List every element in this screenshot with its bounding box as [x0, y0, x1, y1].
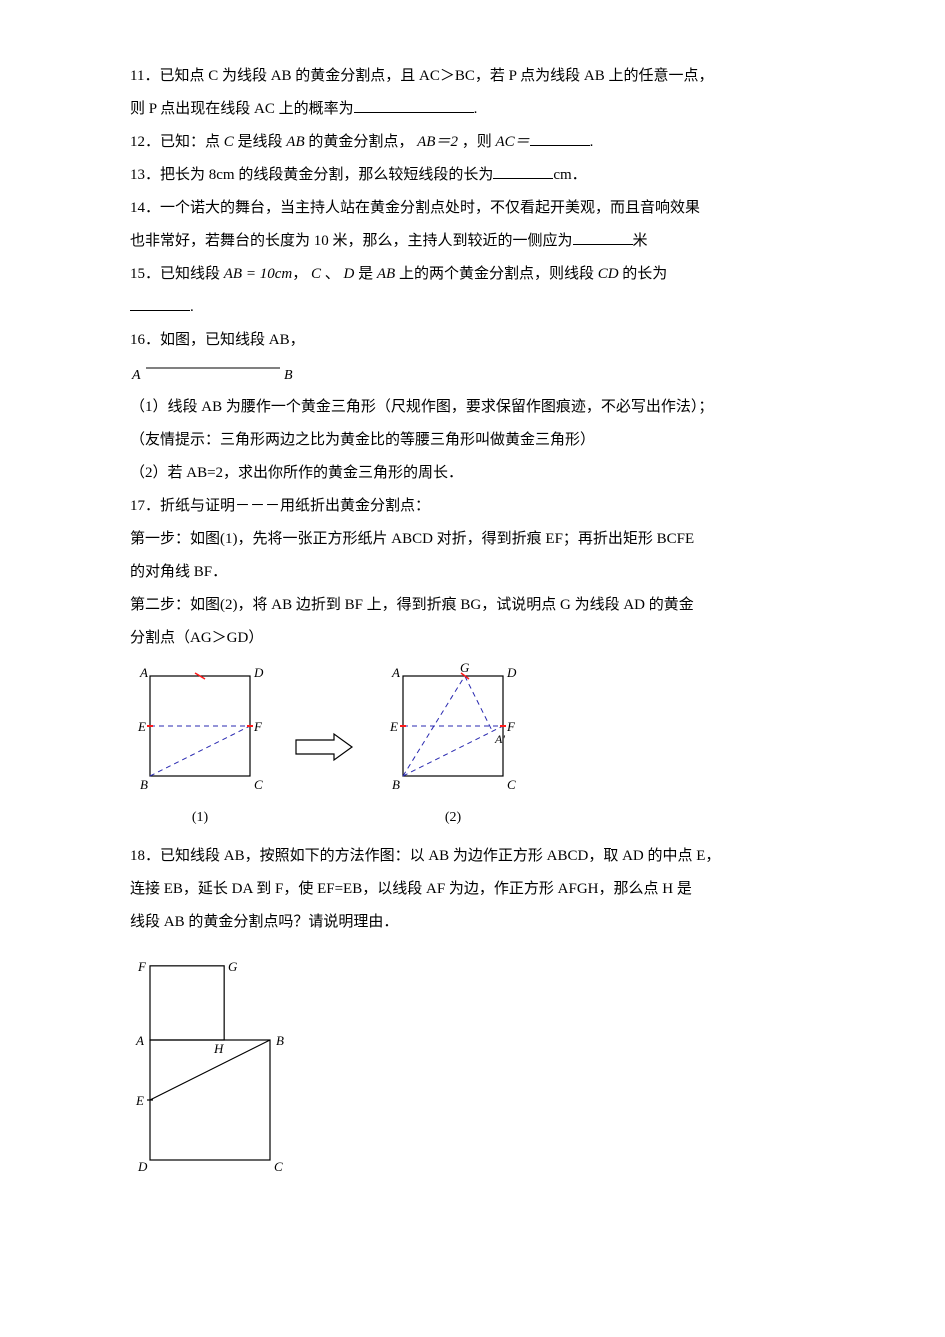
- q12-ACeq: AC＝: [495, 134, 529, 150]
- q17-step2b: 分割点（AG＞GD）: [130, 622, 815, 655]
- q18-line3: 线段 AB 的黄金分割点吗？请说明理由．: [130, 906, 815, 939]
- q12-mid2: 的黄金分割点，: [308, 134, 413, 150]
- q12-C: C: [224, 134, 234, 150]
- q17-fig1-B: B: [140, 777, 148, 792]
- q18-H: H: [213, 1041, 224, 1056]
- q12-pre: 12．已知：点: [130, 134, 220, 150]
- q18-line1: 18．已知线段 AB，按照如下的方法作图：以 AB 为边作正方形 ABCD，取 …: [130, 840, 815, 873]
- q17-fig1-F: F: [253, 719, 263, 734]
- q15-mid3: 上的两个黄金分割点，则线段: [399, 266, 594, 282]
- q17-title: 17．折纸与证明－－－用纸折出黄金分割点：: [130, 490, 815, 523]
- q11-blank: [354, 97, 474, 113]
- q16-line1: 16．如图，已知线段 AB，: [130, 324, 815, 357]
- q17-fig2: A D E F B C G A': [378, 661, 528, 801]
- q18-D: D: [137, 1159, 148, 1174]
- q14-line2-pre: 也非常好，若舞台的长度为 10 米，那么，主持人到较近的一侧应为: [130, 233, 573, 249]
- q18-line2: 连接 EB，延长 DA 到 F，使 EF=EB，以线段 AF 为边，作正方形 A…: [130, 873, 815, 906]
- q15-post: .: [190, 299, 194, 315]
- q14-blank: [573, 229, 633, 245]
- q12: 12．已知：点 C 是线段 AB 的黄金分割点， AB＝2 ，则 AC＝.: [130, 126, 815, 159]
- q13-unit: cm．: [553, 167, 586, 183]
- q17-fig1-E: E: [137, 719, 146, 734]
- q17-fig2-E: E: [389, 719, 398, 734]
- q17-fig1: A D E F B C: [130, 661, 270, 801]
- q12-ABeq: AB＝2: [417, 134, 458, 150]
- q15-AB: AB: [377, 266, 395, 282]
- q17-caption2: (2): [445, 803, 461, 834]
- q17-caption1: (1): [192, 803, 208, 834]
- q13-pre: 13．把长为 8cm 的线段黄金分割，那么较短线段的长为: [130, 167, 493, 183]
- q17-fig2-box: A D E F B C G A' (2): [378, 661, 528, 834]
- q16-label-B: B: [284, 368, 293, 383]
- q18-C: C: [274, 1159, 283, 1174]
- q17-fig2-F: F: [506, 719, 516, 734]
- q12-mid3: ，则: [462, 134, 492, 150]
- q16-hint: （友情提示：三角形两边之比为黄金比的等腰三角形叫做黄金三角形）: [130, 424, 815, 457]
- q17-step1a: 第一步：如图(1)，先将一张正方形纸片 ABCD 对折，得到折痕 EF；再折出矩…: [130, 523, 815, 556]
- q17-arrow-icon: [294, 732, 354, 762]
- q15-mid: ，: [292, 266, 307, 282]
- q15-mid2: 是: [358, 266, 373, 282]
- q17-fig1-D: D: [253, 665, 264, 680]
- q14-line2-post: 米: [633, 233, 648, 249]
- q14-line1: 14．一个诺大的舞台，当主持人站在黄金分割点处时，不仅看起开美观，而且音响效果: [130, 192, 815, 225]
- q17-fig1-box: A D E F B C (1): [130, 661, 270, 834]
- q13-blank: [493, 163, 553, 179]
- q17-fig2-C: C: [507, 777, 516, 792]
- q15-AB10: AB = 10cm: [224, 266, 292, 282]
- q15-dot: 、: [325, 266, 340, 282]
- q15-mid4: 的长为: [622, 266, 667, 282]
- q17-fig1-C: C: [254, 777, 263, 792]
- q13: 13．把长为 8cm 的线段黄金分割，那么较短线段的长为 cm．: [130, 159, 815, 192]
- q17-fig2-D: D: [506, 665, 517, 680]
- q12-mid1: 是线段: [238, 134, 283, 150]
- q12-AB: AB: [286, 134, 304, 150]
- q17-figures: A D E F B C (1): [130, 661, 815, 834]
- q12-post: .: [590, 134, 594, 150]
- q15-D: D: [344, 266, 355, 282]
- q17-step1b: 的对角线 BF．: [130, 556, 815, 589]
- q17-fig2-A1: A': [494, 732, 505, 746]
- q16-sub1: （1）线段 AB 为腰作一个黄金三角形（尺规作图，要求保留作图痕迹，不必写出作法…: [130, 391, 815, 424]
- q11-line2: 则 P 点出现在线段 AC 上的概率为.: [130, 93, 815, 126]
- q15-CD: CD: [598, 266, 619, 282]
- q16-figure-segment-ab: A B: [130, 361, 815, 383]
- q16-sub2: （2）若 AB=2，求出你所作的黄金三角形的周长．: [130, 457, 815, 490]
- q14-line2: 也非常好，若舞台的长度为 10 米，那么，主持人到较近的一侧应为 米: [130, 225, 815, 258]
- q18-G: G: [228, 959, 238, 974]
- q17-step2a: 第二步：如图(2)，将 AB 边折到 BF 上，得到折痕 BG，试说明点 G 为…: [130, 589, 815, 622]
- q15-blankline: .: [130, 291, 815, 324]
- q17-fig2-A: A: [391, 665, 400, 680]
- q18-B: B: [276, 1033, 284, 1048]
- q18-F: F: [137, 959, 147, 974]
- q16-label-A: A: [131, 368, 141, 383]
- q15: 15．已知线段 AB = 10cm， C 、 D 是 AB 上的两个黄金分割点，…: [130, 258, 815, 291]
- q18-A: A: [135, 1033, 144, 1048]
- q18-figure: F G A H B E D C: [130, 945, 815, 1175]
- q15-pre: 15．已知线段: [130, 266, 220, 282]
- q15-C: C: [311, 266, 321, 282]
- q18-E: E: [135, 1093, 144, 1108]
- q12-blank: [530, 130, 590, 146]
- q15-blank: [130, 295, 190, 311]
- q17-fig2-B: B: [392, 777, 400, 792]
- q11-line1: 11．已知点 C 为线段 AB 的黄金分割点，且 AC＞BC，若 P 点为线段 …: [130, 60, 815, 93]
- q17-fig2-G: G: [460, 661, 470, 675]
- q11-line2-post: .: [474, 101, 478, 117]
- q17-fig1-A: A: [139, 665, 148, 680]
- q11-line2-pre: 则 P 点出现在线段 AC 上的概率为: [130, 101, 354, 117]
